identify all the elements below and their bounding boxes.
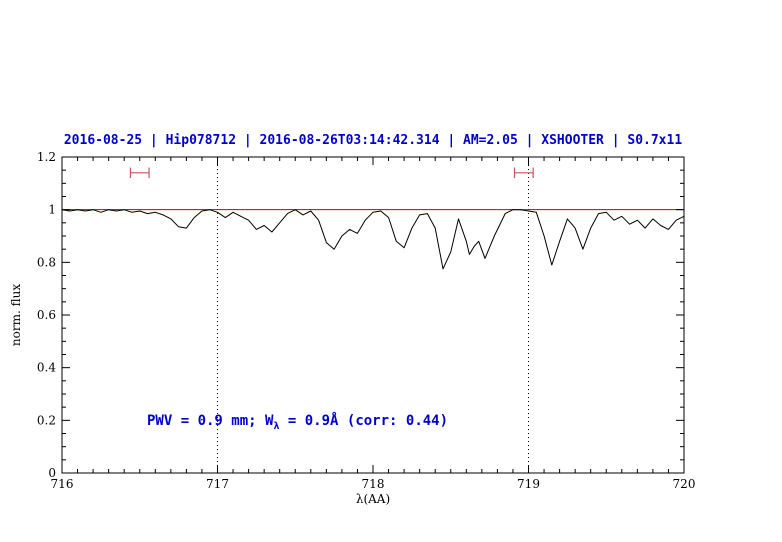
x-tick-label: 717 xyxy=(206,477,229,491)
y-tick-label: 0.8 xyxy=(37,255,56,269)
x-tick-label: 719 xyxy=(517,477,540,491)
y-tick-label: 0.4 xyxy=(37,361,56,375)
pwv-annotation-suffix: = 0.9Å (corr: 0.44) xyxy=(279,413,449,429)
plot-title: 2016-08-25 | Hip078712 | 2016-08-26T03:1… xyxy=(63,133,683,148)
y-axis-label: norm. flux xyxy=(9,283,23,347)
y-tick-label: 0.6 xyxy=(37,308,56,322)
pwv-annotation: PWV = 0.9 mm; Wλ = 0.9Å (corr: 0.44) xyxy=(147,413,448,432)
y-tick-label: 1.2 xyxy=(37,150,56,164)
y-tick-label: 0 xyxy=(48,466,56,480)
x-axis-label: λ(AA) xyxy=(355,492,391,506)
pwv-annotation-prefix: PWV = 0.9 mm; W xyxy=(147,413,274,429)
y-tick-label: 0.2 xyxy=(37,413,56,427)
spectrum-line xyxy=(62,209,684,270)
y-tick-label: 1 xyxy=(48,203,56,217)
pwv-annotation-sub: λ xyxy=(273,420,280,432)
interval-marker xyxy=(129,167,150,179)
x-tick-label: 718 xyxy=(362,477,385,491)
x-tick-label: 720 xyxy=(673,477,696,491)
interval-marker xyxy=(513,167,534,179)
x-tick-label: 716 xyxy=(51,477,74,491)
